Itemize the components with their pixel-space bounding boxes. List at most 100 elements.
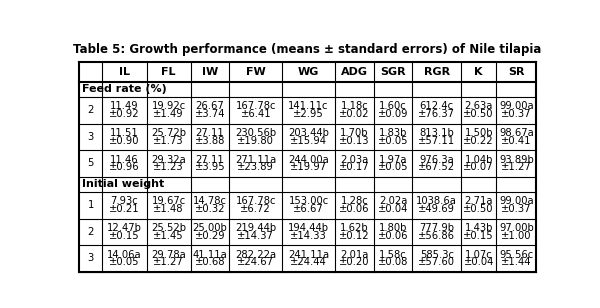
Text: 19.67c: 19.67c [151,196,186,206]
Text: ±0.17: ±0.17 [339,162,370,172]
Text: ±1.00: ±1.00 [501,231,532,241]
Text: ±0.02: ±0.02 [339,109,370,119]
Text: 194.44b: 194.44b [288,223,329,233]
Text: 26.67: 26.67 [196,101,224,111]
Text: 2.71a: 2.71a [464,196,493,206]
Text: 1.83b: 1.83b [379,128,407,138]
Text: ±1.49: ±1.49 [154,109,184,119]
Text: 1.18c: 1.18c [340,101,368,111]
Text: ±0.13: ±0.13 [339,136,370,146]
Text: ±6.67: ±6.67 [293,204,324,214]
Text: Feed rate (%): Feed rate (%) [82,84,166,94]
Text: 93.89b: 93.89b [499,155,534,164]
Text: 3: 3 [88,253,94,263]
Text: ±0.09: ±0.09 [378,109,409,119]
Text: 1.80b: 1.80b [379,223,407,233]
Text: ±0.50: ±0.50 [463,109,494,119]
Text: 12.47b: 12.47b [107,223,142,233]
Text: ±0.15: ±0.15 [109,231,140,241]
Text: 2.01a: 2.01a [340,249,368,260]
Text: ±0.08: ±0.08 [378,257,408,267]
Text: ±1.73: ±1.73 [154,136,184,146]
Text: ±23.89: ±23.89 [238,162,274,172]
Text: ±24.67: ±24.67 [238,257,274,267]
Text: 1.07c: 1.07c [465,249,493,260]
Text: 2.63a: 2.63a [464,101,493,111]
Text: ADG: ADG [341,67,368,77]
Text: ±24.44: ±24.44 [290,257,327,267]
Text: 1.04b: 1.04b [464,155,493,164]
Text: ±1.44: ±1.44 [501,257,532,267]
Text: 11.49: 11.49 [110,101,139,111]
Text: ±14.37: ±14.37 [238,231,274,241]
Text: 25.00b: 25.00b [193,223,227,233]
Text: 7.93c: 7.93c [110,196,139,206]
Text: ±0.20: ±0.20 [339,257,370,267]
Text: ±0.96: ±0.96 [109,162,140,172]
Text: 241.11a: 241.11a [288,249,329,260]
Text: Initial weight: Initial weight [82,179,164,189]
Text: ±19.80: ±19.80 [238,136,274,146]
Text: 244.00a: 244.00a [288,155,329,164]
Text: ±14.33: ±14.33 [290,231,327,241]
Text: 97.00b: 97.00b [499,223,534,233]
Text: 5: 5 [88,159,94,168]
Text: 612.4c: 612.4c [419,101,454,111]
Text: ±1.45: ±1.45 [154,231,184,241]
Text: ±19.97: ±19.97 [290,162,327,172]
Text: 29.32a: 29.32a [151,155,186,164]
Text: RGR: RGR [424,67,450,77]
Text: 99.00a: 99.00a [499,196,533,206]
Text: 1.97a: 1.97a [379,155,407,164]
Text: 282.22a: 282.22a [235,249,277,260]
Text: ±0.90: ±0.90 [109,136,140,146]
Text: 3: 3 [88,132,94,142]
Text: 1.62b: 1.62b [340,223,368,233]
Text: 27.11: 27.11 [196,128,224,138]
Text: ±0.32: ±0.32 [195,204,226,214]
Text: ±0.07: ±0.07 [463,162,494,172]
Text: 98.67a: 98.67a [499,128,534,138]
Text: ±76.37: ±76.37 [418,109,455,119]
Text: 1.28c: 1.28c [340,196,368,206]
Text: 2: 2 [88,105,94,115]
Text: 203.44b: 203.44b [288,128,329,138]
Text: ±0.04: ±0.04 [463,257,494,267]
Text: 271.11a: 271.11a [235,155,277,164]
Text: ±0.06: ±0.06 [339,204,370,214]
Text: ±6.72: ±6.72 [241,204,271,214]
Text: ±1.27: ±1.27 [501,162,532,172]
Text: Table 5: Growth performance (means ± standard errors) of Nile tilapia: Table 5: Growth performance (means ± sta… [73,43,542,56]
Text: ±49.69: ±49.69 [418,204,455,214]
Text: IL: IL [119,67,130,77]
Text: 1.50b: 1.50b [464,128,493,138]
Text: 1.43b: 1.43b [464,223,493,233]
Text: 219.44b: 219.44b [235,223,277,233]
Text: ±0.05: ±0.05 [378,136,409,146]
Text: K: K [475,67,483,77]
Text: ±3.74: ±3.74 [195,109,226,119]
Text: 1: 1 [88,200,94,210]
Text: ±0.92: ±0.92 [109,109,140,119]
Text: 11.51: 11.51 [110,128,139,138]
Text: ±0.04: ±0.04 [378,204,408,214]
Text: ±2.95: ±2.95 [293,109,324,119]
Text: 14.78c: 14.78c [193,196,227,206]
Text: ±0.37: ±0.37 [501,109,532,119]
Text: ±0.21: ±0.21 [109,204,140,214]
Text: ±57.11: ±57.11 [418,136,455,146]
Text: 1.58c: 1.58c [379,249,407,260]
Text: SGR: SGR [380,67,406,77]
Text: ±6.41: ±6.41 [241,109,271,119]
Text: 141.11c: 141.11c [289,101,329,111]
Text: ±56.86: ±56.86 [418,231,455,241]
Text: 2.03a: 2.03a [340,155,368,164]
Text: SR: SR [508,67,524,77]
Text: 27.11: 27.11 [196,155,224,164]
Text: 153.00c: 153.00c [289,196,329,206]
Text: ±0.37: ±0.37 [501,204,532,214]
Text: ±1.23: ±1.23 [154,162,184,172]
Text: ±0.68: ±0.68 [195,257,226,267]
Text: 25.72b: 25.72b [151,128,186,138]
Text: ±1.48: ±1.48 [154,204,184,214]
